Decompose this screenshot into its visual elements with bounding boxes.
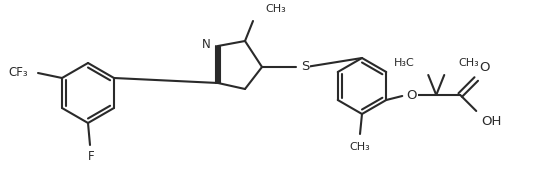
Text: H₃C: H₃C [393,58,414,68]
Text: O: O [479,61,490,74]
Text: CH₃: CH₃ [458,58,479,68]
Text: S: S [301,60,309,73]
Text: F: F [87,150,94,163]
Text: N: N [202,39,211,51]
Text: CH₃: CH₃ [350,142,370,152]
Text: O: O [406,88,417,101]
Text: CH₃: CH₃ [265,4,286,14]
Text: CF₃: CF₃ [8,66,28,78]
Text: OH: OH [481,115,502,128]
